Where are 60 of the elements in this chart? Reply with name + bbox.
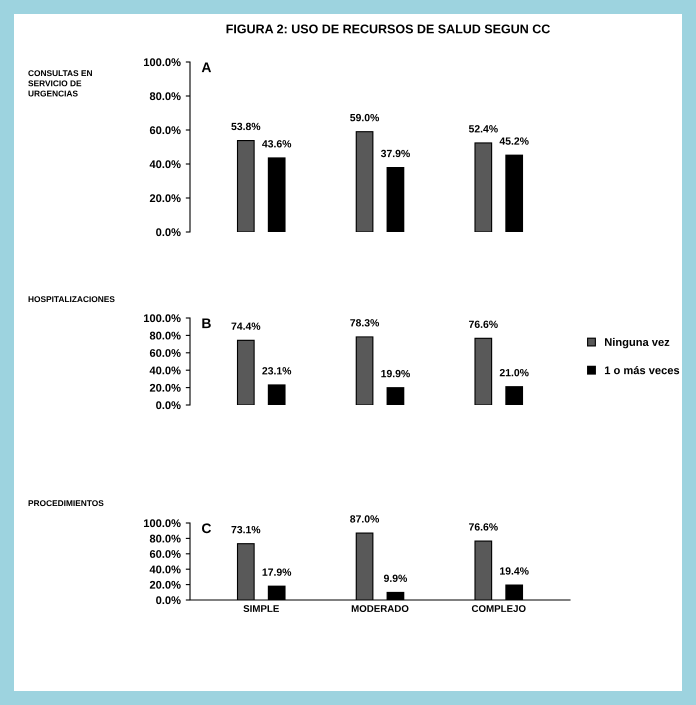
bar: [268, 157, 286, 232]
y-tick-label: 60.0%: [150, 349, 181, 357]
y-tick-label: 0.0%: [156, 228, 181, 236]
annotation: C: [202, 523, 212, 534]
bar: [386, 387, 404, 405]
data-label: 37.9%: [380, 150, 410, 158]
data-label: 43.6%: [262, 140, 292, 148]
data-label: 45.2%: [500, 137, 529, 145]
y-tick-label: 20.0%: [150, 384, 181, 392]
data-label: 87.0%: [350, 515, 380, 523]
bar: [236, 340, 255, 405]
bar: [386, 167, 404, 232]
data-label: 52.4%: [468, 125, 498, 133]
bar: [236, 140, 255, 232]
y-tick-label: 0.0%: [156, 596, 181, 604]
y-tick-label: 40.0%: [150, 160, 181, 168]
data-label: 17.9%: [262, 568, 292, 576]
y-tick-label: 80.0%: [150, 332, 181, 340]
bar: [268, 384, 286, 405]
bar: [505, 386, 524, 405]
x-tick-label: MODERADO: [352, 605, 408, 612]
data-label: 21.0%: [500, 368, 529, 376]
data-label: 23.1%: [262, 367, 292, 375]
y-tick-label: 0.0%: [156, 401, 181, 410]
y-tick-label: 20.0%: [150, 194, 181, 202]
bar: [474, 142, 492, 232]
data-label: 59.0%: [350, 114, 380, 122]
bar: [474, 338, 492, 405]
x-tick-label: SIMPLE: [243, 605, 279, 612]
legend-label: 1 o más veces: [604, 366, 680, 374]
y-tick-label: 100.0%: [144, 58, 181, 66]
y-tick-label: 100.0%: [144, 314, 181, 322]
bar: [505, 154, 524, 232]
y-tick-label: 60.0%: [150, 550, 181, 558]
y-axis-title: PROCEDIMIENTOS: [28, 500, 104, 506]
y-tick-label: 80.0%: [150, 92, 181, 100]
x-tick-label: COMPLEJO: [472, 605, 526, 612]
data-label: 53.8%: [231, 122, 260, 130]
data-label: 19.4%: [500, 567, 529, 575]
y-tick-label: 80.0%: [150, 534, 181, 543]
y-axis-title: CONSULTAS EN SERVICIO DE URGENCIAS: [28, 70, 92, 96]
data-label: 76.6%: [468, 320, 498, 328]
data-label: 76.6%: [468, 523, 498, 531]
data-label: 74.4%: [231, 322, 260, 330]
y-tick-label: 40.0%: [150, 565, 181, 574]
y-axis-title: HOSPITALIZACIONES: [28, 296, 115, 302]
bar: [356, 131, 374, 232]
bar: [356, 336, 374, 405]
data-label: 78.3%: [350, 319, 380, 326]
annotation: B: [202, 318, 211, 328]
data-label: 9.9%: [384, 574, 408, 582]
data-label: 73.1%: [231, 526, 260, 534]
annotation: A: [202, 62, 212, 72]
y-tick-label: 60.0%: [150, 126, 181, 134]
chart-title: FIGURA 2: USO DE RECURSOS DE SALUD SEGUN CC: [226, 24, 550, 34]
y-tick-label: 100.0%: [144, 519, 181, 528]
y-tick-label: 20.0%: [150, 580, 181, 589]
y-tick-label: 40.0%: [150, 366, 181, 374]
legend-label: Ninguna vez: [605, 338, 670, 348]
data-label: 19.9%: [381, 370, 410, 378]
